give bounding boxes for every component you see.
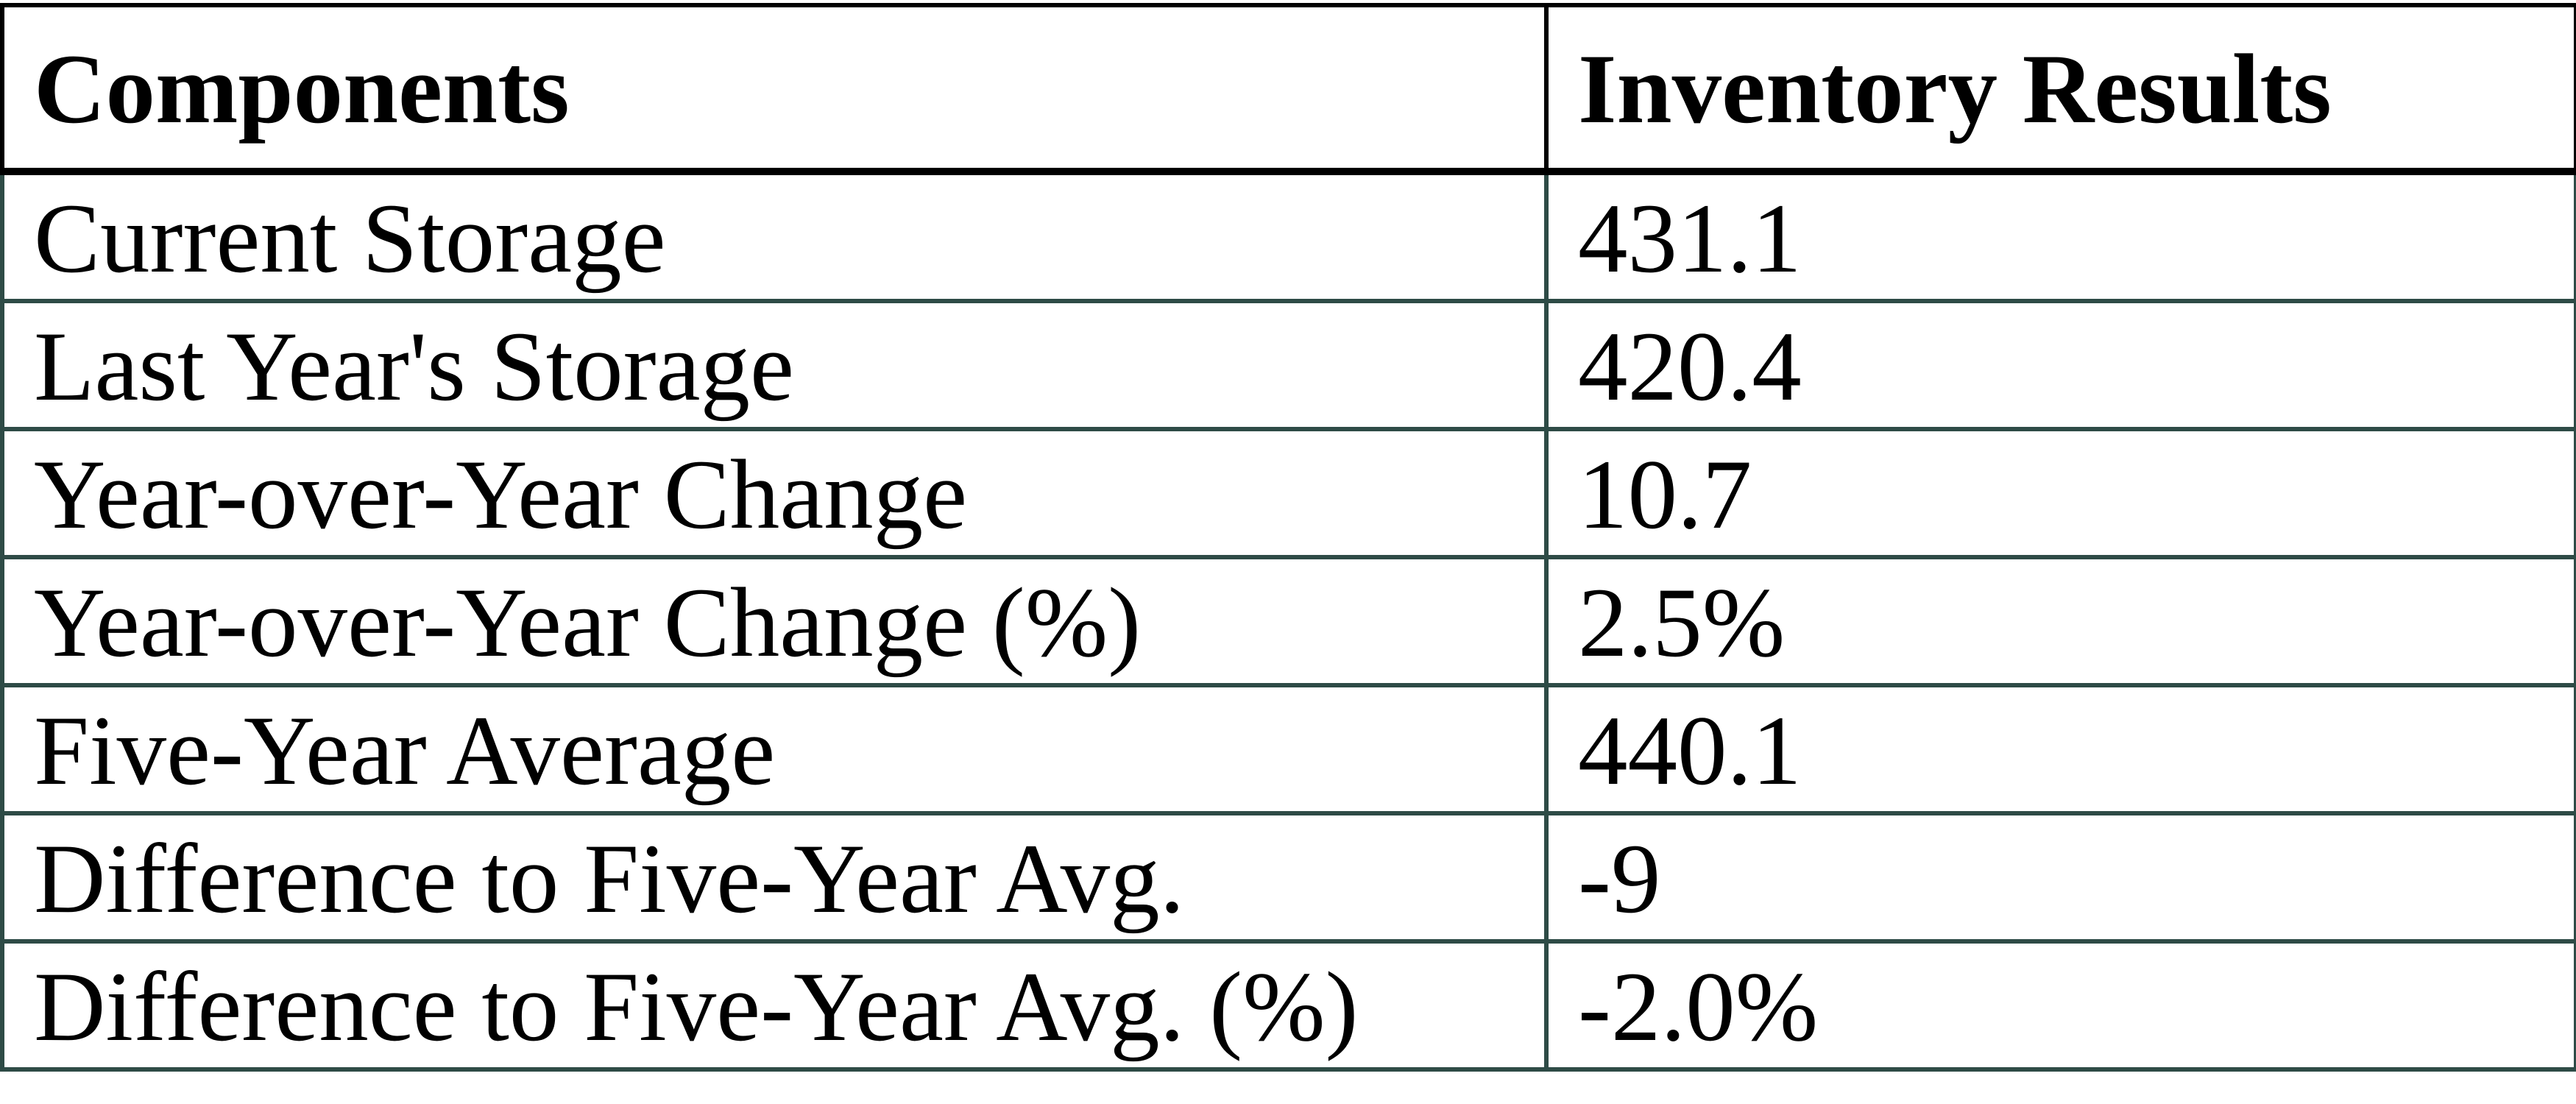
table-row-current-storage: Current Storage 431.1 (0, 169, 2576, 304)
row-value-cell: 440.1 (1544, 683, 2576, 816)
inventory-results-table: Components Inventory Results Current Sto… (0, 3, 2576, 1072)
row-label-cell: Difference to Five-Year Avg. (0, 811, 1549, 944)
column-header-components: Components (0, 3, 1549, 175)
row-label-cell: Last Year's Storage (0, 299, 1549, 432)
table-row-five-year-average: Five-Year Average 440.1 (0, 683, 2576, 816)
row-value-cell: 420.4 (1544, 299, 2576, 432)
table-row-diff-five-year-avg-pct: Difference to Five-Year Avg. (%) -2.0% (0, 938, 2576, 1072)
table-row-last-year-storage: Last Year's Storage 420.4 (0, 299, 2576, 432)
row-label-cell: Five-Year Average (0, 683, 1549, 816)
column-header-inventory-results: Inventory Results (1544, 3, 2576, 175)
table-row-yoy-change-pct: Year-over-Year Change (%) 2.5% (0, 555, 2576, 688)
table-row-yoy-change: Year-over-Year Change 10.7 (0, 427, 2576, 560)
row-value-cell: -2.0% (1544, 938, 2576, 1072)
row-value-cell: -9 (1544, 811, 2576, 944)
row-label-cell: Year-over-Year Change (%) (0, 555, 1549, 688)
table-row-diff-five-year-avg: Difference to Five-Year Avg. -9 (0, 811, 2576, 944)
header-row: Components Inventory Results (0, 3, 2576, 175)
row-value-cell: 431.1 (1544, 169, 2576, 304)
row-value-cell: 10.7 (1544, 427, 2576, 560)
row-label-cell: Current Storage (0, 169, 1549, 304)
row-label-cell: Year-over-Year Change (0, 427, 1549, 560)
row-value-cell: 2.5% (1544, 555, 2576, 688)
row-label-cell: Difference to Five-Year Avg. (%) (0, 938, 1549, 1072)
